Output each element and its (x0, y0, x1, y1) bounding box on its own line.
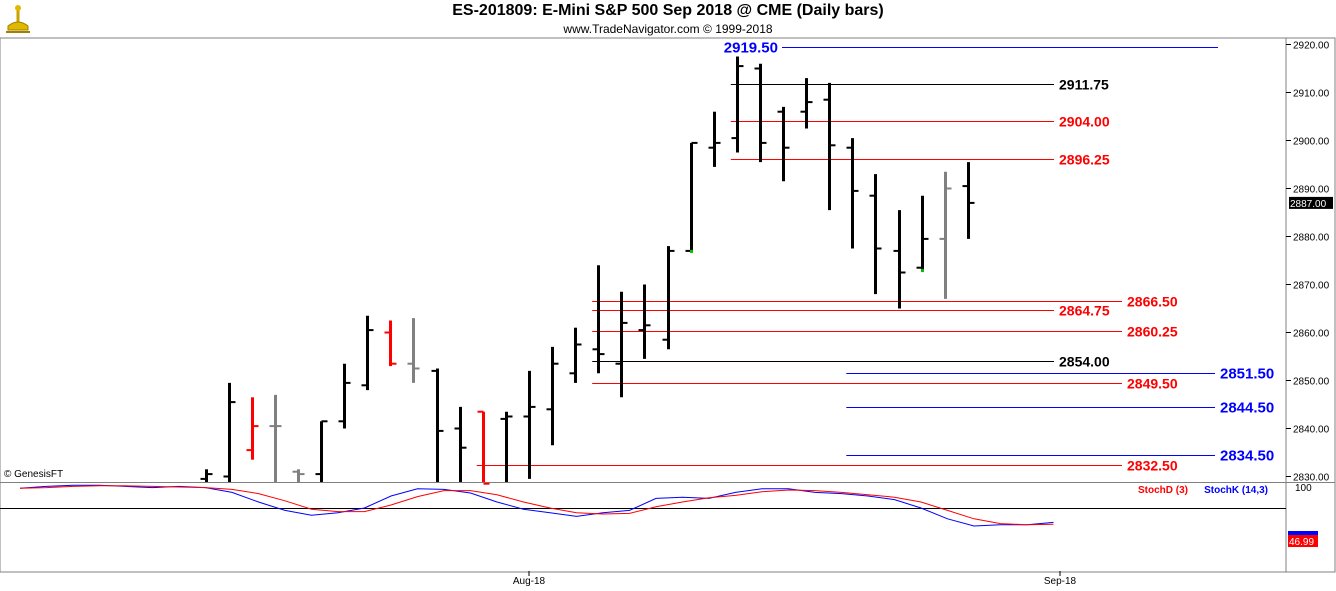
stoch-legend-d: StochD (3) (1138, 485, 1188, 496)
price-tick-label: 2830.00 (1293, 473, 1330, 484)
stoch-legend-k: StochK (14,3) (1204, 485, 1268, 496)
stoch-k-badge (1288, 531, 1318, 538)
price-level-label: 2854.00 (1059, 354, 1110, 370)
price-axis: 2830.00 2840.00 2850.00 2860.00 2870.00 2880.… (1286, 41, 1333, 484)
price-level-label: 2896.25 (1059, 152, 1110, 168)
price-tick-label: 2880.00 (1293, 233, 1330, 244)
price-tick-label: 2910.00 (1293, 89, 1330, 100)
price-level-label: 2844.50 (1220, 400, 1274, 417)
chart-subtitle: www.TradeNavigator.com © 1999-2018 (563, 22, 773, 36)
stoch-last-label: 46.99 (1289, 537, 1314, 548)
last-price-label: 2887.00 (1290, 199, 1327, 210)
date-tick-label: Sep-18 (1044, 576, 1077, 587)
price-level-label: 2904.00 (1059, 114, 1110, 130)
ohlc-bars (200, 56, 975, 485)
price-levels: 2919.50 2911.75 2904.00 2896.25 2866.50 2864.… (476, 40, 1274, 474)
date-tick-label: Aug-18 (513, 576, 546, 587)
price-level-label: 2919.50 (724, 40, 778, 57)
price-tick-label: 2860.00 (1293, 329, 1330, 340)
stoch-tick-label: 100 (1295, 483, 1312, 494)
stoch-d-badge (1288, 535, 1318, 547)
trade-navigator-logo-icon (4, 4, 32, 34)
stochastic-panel: 100 StochD (3) StochK (14,3) 46.99 (0, 483, 1318, 548)
signal-mark (690, 249, 693, 253)
price-tick-label: 2840.00 (1293, 425, 1330, 436)
price-level-label: 2860.25 (1127, 324, 1178, 340)
price-level-label: 2834.50 (1220, 448, 1274, 465)
date-axis: Aug-18 Sep-18 (513, 571, 1077, 587)
stoch-series-line (19, 484, 1054, 527)
signal-mark (921, 269, 924, 273)
chart-title: ES-201809: E-Mini S&P 500 Sep 2018 @ CME… (452, 2, 884, 19)
price-tick-label: 2890.00 (1293, 185, 1330, 196)
price-level-label: 2832.50 (1127, 458, 1178, 474)
copyright-label: © GenesisFT (4, 469, 64, 480)
price-tick-label: 2850.00 (1293, 377, 1330, 388)
last-price-badge (1289, 196, 1333, 209)
price-level-label: 2866.50 (1127, 294, 1178, 310)
price-tick-label: 2900.00 (1293, 137, 1330, 148)
price-level-label: 2849.50 (1127, 376, 1178, 392)
price-level-label: 2864.75 (1059, 303, 1110, 319)
chart-border (0, 37, 1336, 573)
stoch-series-line (19, 485, 1054, 526)
price-level-label: 2911.75 (1059, 77, 1109, 93)
price-tick-label: 2920.00 (1293, 41, 1330, 52)
chart-frame (0, 37, 1336, 573)
price-level-label: 2851.50 (1220, 366, 1274, 383)
price-tick-label: 2870.00 (1293, 281, 1330, 292)
